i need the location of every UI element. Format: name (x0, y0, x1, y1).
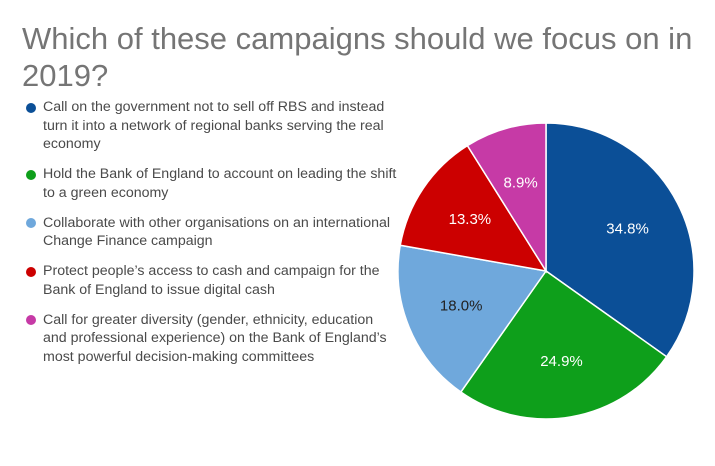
legend-label: Collaborate with other organisations on … (43, 214, 391, 250)
legend-item: Protect people’s access to cash and camp… (26, 262, 398, 299)
legend-label: Call for greater diversity (gender, ethn… (43, 311, 387, 365)
legend-swatch (26, 266, 36, 277)
legend-item: Hold the Bank of England to account on l… (26, 165, 398, 202)
legend-swatch (26, 315, 36, 325)
legend-label: Protect people’s access to cash and camp… (43, 263, 380, 298)
legend-swatch (26, 102, 36, 113)
legend-swatch (26, 218, 36, 228)
chart-legend: Call on the government not to sell off R… (26, 98, 398, 378)
pie-slice (459, 269, 668, 420)
legend-item: Collaborate with other organisations on … (26, 214, 398, 251)
slice-data-label: 8.9% (504, 174, 538, 191)
pie-slice (399, 144, 548, 273)
slice-data-label: 13.3% (449, 211, 492, 228)
legend-label: Call on the government not to sell off R… (43, 99, 385, 152)
legend-item: Call for greater diversity (gender, ethn… (26, 311, 398, 367)
chart-title: Which of these campaigns should we focus… (22, 21, 693, 93)
legend-item: Call on the government not to sell off R… (26, 98, 398, 154)
slice-data-label: 24.9% (540, 353, 583, 370)
slice-data-label: 34.8% (606, 220, 649, 237)
legend-swatch (26, 169, 36, 180)
pie-slice (545, 122, 695, 358)
pie-slice (466, 122, 547, 274)
slice-data-label: 18.0% (440, 298, 483, 315)
pie-slice (397, 244, 548, 394)
legend-label: Hold the Bank of England to account on l… (43, 166, 397, 201)
